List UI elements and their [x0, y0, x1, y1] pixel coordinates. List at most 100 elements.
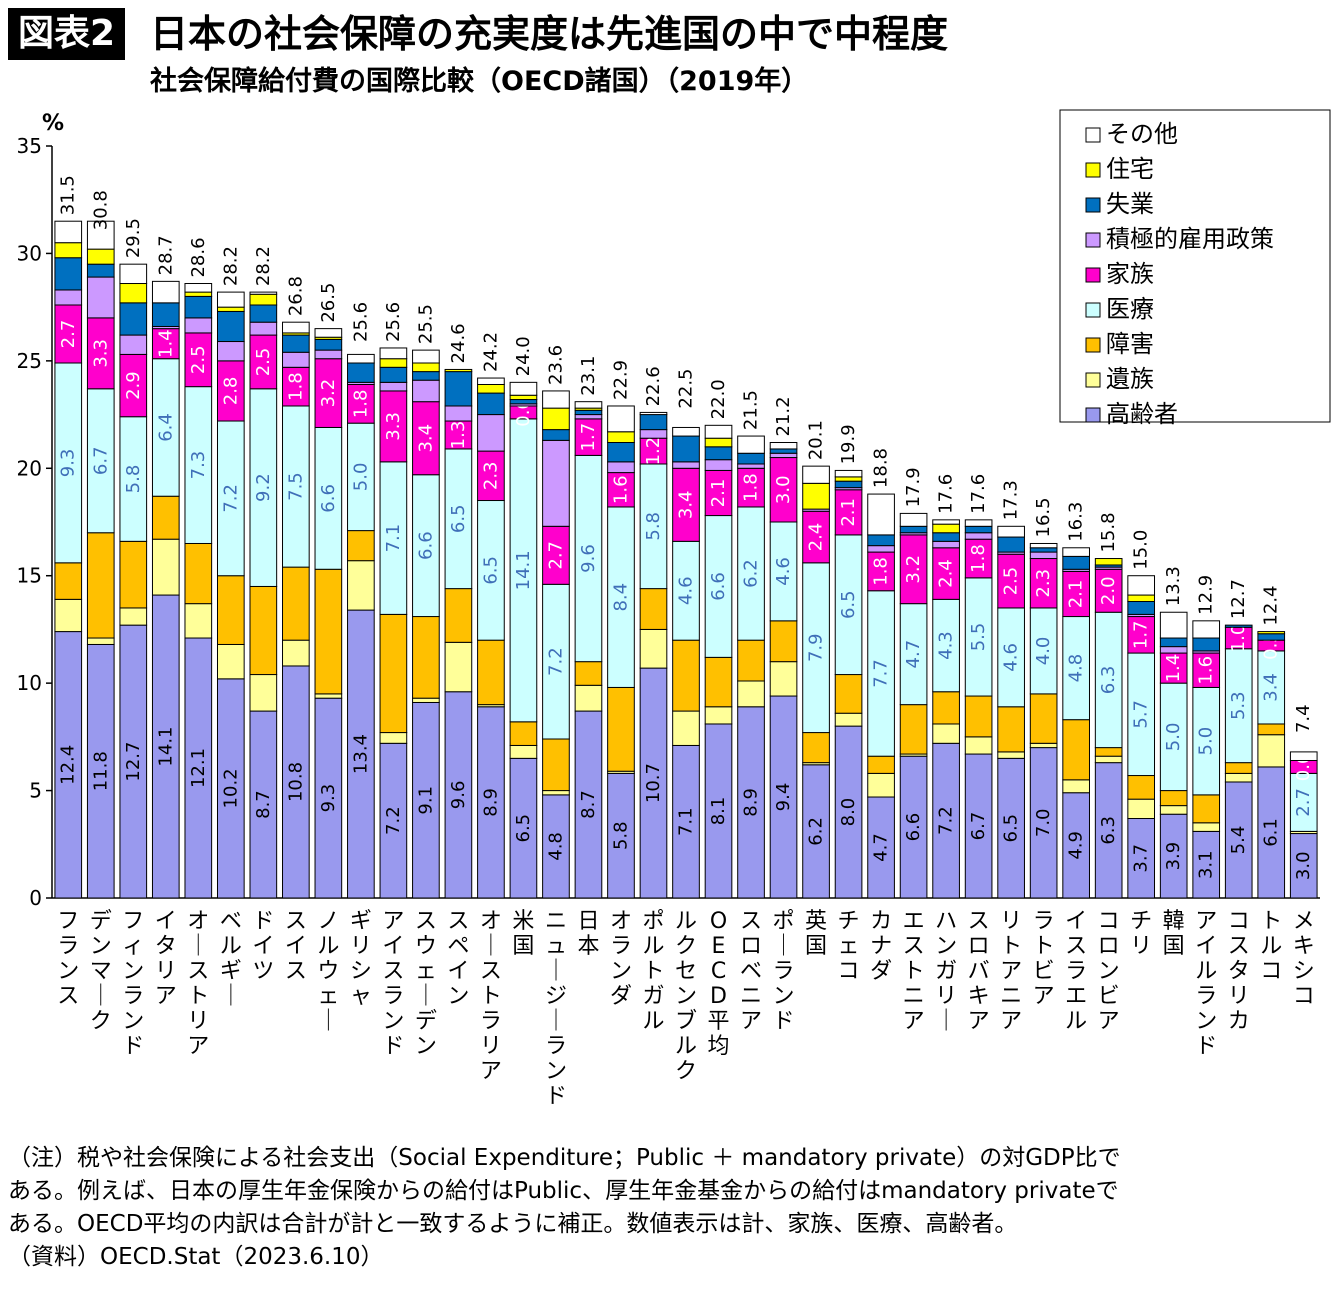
footnote-line: ある。例えば、日本の厚生年金保険からの給付はPublic、厚生年金基金からの給付…: [8, 1178, 1119, 1204]
bar-segment: [54, 257, 83, 291]
bar-segment: [249, 304, 278, 323]
bar-segment: [119, 540, 148, 609]
bar-segment: [86, 263, 115, 278]
segment-value-label: 1.8: [350, 390, 371, 419]
bar-segment: [249, 388, 278, 587]
bar-segment: [1094, 747, 1123, 757]
bar-segment: [542, 525, 570, 585]
bar-stack: 10.2 7.2 2.8 28.2: [216, 246, 245, 899]
segment-value-label: 6.3: [1098, 816, 1119, 845]
figure-badge: 図表2: [8, 8, 126, 60]
bar-segment: [932, 523, 960, 534]
bar-segment: [119, 302, 148, 336]
total-value-label: 24.0: [513, 336, 534, 376]
bar-segment: [151, 495, 180, 540]
segment-value-label: 6.6: [903, 813, 924, 842]
total-value-label: 17.6: [968, 474, 989, 514]
x-category-label: アイスランド: [382, 909, 404, 1059]
segment-value-label: 4.0: [1033, 637, 1054, 666]
bar-segment: [216, 310, 245, 343]
x-category-label: イタリア: [155, 909, 177, 1009]
stacked-bar-chart: 0 5 10 15 20 25 30 35% 12.4 9.3 2.7 31.5 11.8 6.7 3.3…: [17, 109, 1331, 1109]
segment-value-label: 7.9: [806, 633, 827, 662]
bar-segment: [639, 411, 668, 416]
x-category-label: イスラエル: [1065, 909, 1087, 1034]
bar-stack: 6.5 4.6 2.5 17.3: [997, 480, 1025, 899]
bar-segment: [119, 624, 148, 899]
x-category-label: カナダ: [870, 909, 892, 984]
bar-stack: 10.7 5.8 1.2 22.6: [639, 366, 668, 899]
segment-value-label: 6.2: [741, 559, 762, 588]
bar-segment: [1062, 570, 1090, 618]
bar-segment: [151, 280, 180, 304]
bar-segment: [1127, 600, 1156, 615]
segment-value-label: 4.7: [903, 640, 924, 669]
bar-segment: [542, 390, 570, 409]
segment-value-label: 9.4: [773, 783, 794, 812]
bar-segment: [444, 691, 473, 899]
bar-stack: 7.0 4.0 2.3 16.5: [1029, 497, 1058, 899]
segment-value-label: 5.3: [1228, 691, 1249, 720]
bar-segment: [54, 598, 83, 633]
bar-segment: [314, 426, 343, 570]
bar-segment: [86, 388, 115, 534]
footnote-line: （資料）OECD.Stat（2023.6.10）: [8, 1244, 384, 1270]
bar-segment: [1062, 792, 1090, 899]
total-value-label: 26.5: [318, 283, 339, 323]
legend-swatch: [1085, 407, 1101, 423]
bar-segment: [151, 358, 180, 497]
total-value-label: 28.2: [220, 246, 241, 286]
x-category-label: スロベニア: [740, 909, 762, 1034]
bar-segment: [672, 540, 700, 641]
x-category-label: 米国: [512, 909, 534, 959]
bar-segment: [347, 353, 375, 364]
bar-segment: [379, 732, 408, 744]
x-category-label: ルクセンブルク: [675, 909, 697, 1084]
bar-segment: [444, 448, 473, 590]
segment-value-label: 5.0: [1163, 723, 1184, 752]
x-category-label: スウェ｜デン: [415, 909, 437, 1059]
bar-segment: [412, 401, 440, 476]
bar-segment: [1257, 723, 1286, 736]
segment-value-label: 8.4: [610, 583, 631, 612]
bar-segment: [1127, 652, 1156, 777]
bar-segment: [704, 515, 733, 658]
total-value-label: 22.9: [610, 360, 631, 400]
bar-segment: [704, 706, 733, 725]
chart-bars: 12.4 9.3 2.7 31.5 11.8 6.7 3.3 30.8 12.7 5.8 2.9 29…: [54, 175, 1318, 899]
bar-segment: [737, 506, 765, 641]
bar-segment: [282, 665, 310, 899]
bar-segment: [997, 607, 1025, 708]
bar-stack: 3.9 5.0 1.4 13.3: [1159, 566, 1188, 899]
bar-segment: [834, 489, 863, 536]
bar-segment: [1094, 755, 1123, 764]
x-category-label: チリ: [1130, 909, 1152, 959]
bar-segment: [1127, 575, 1156, 596]
segment-value-label: 3.4: [676, 490, 697, 519]
bar-segment: [639, 437, 668, 465]
bar-segment: [119, 263, 148, 285]
bar-segment: [1062, 779, 1090, 794]
bar-segment: [1029, 607, 1058, 695]
bar-stack: 14.1 6.4 1.4 28.7: [151, 235, 180, 899]
y-tick-label: 30: [17, 241, 42, 265]
x-category-label: ベルギ｜: [220, 909, 242, 1009]
bar-segment: [867, 534, 895, 547]
bar-stack: 9.6 6.5 1.3 24.6: [444, 323, 473, 899]
segment-value-label: 3.4: [1261, 673, 1282, 702]
legend-swatch: [1085, 232, 1101, 248]
x-category-label: ポ｜ランド: [773, 909, 795, 1034]
bar-segment: [119, 353, 148, 418]
segment-value-label: 9.3: [318, 784, 339, 813]
bar-segment: [314, 349, 343, 360]
segment-value-label: 4.6: [773, 557, 794, 586]
bar-segment: [574, 661, 603, 686]
bar-segment: [639, 429, 668, 439]
legend-swatch: [1085, 337, 1101, 353]
bar-segment: [1192, 686, 1221, 796]
x-category-label: フランス: [57, 909, 79, 1009]
bar-segment: [1029, 558, 1058, 609]
segment-value-label: 5.4: [1228, 826, 1249, 855]
segment-value-label: 6.2: [806, 817, 827, 846]
bar-stack: 5.4 5.3 1.0 12.7: [1224, 579, 1253, 899]
